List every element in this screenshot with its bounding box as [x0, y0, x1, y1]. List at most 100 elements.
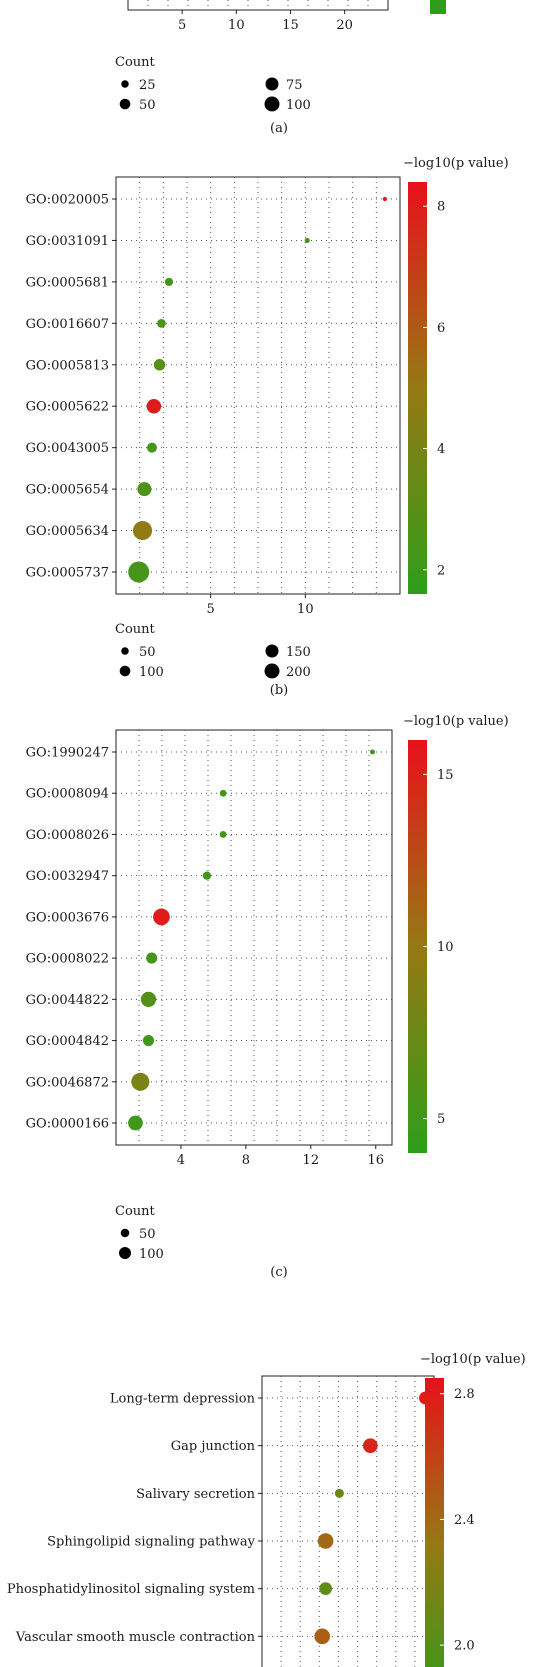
chart-panel-b: GO:0020005 GO:0031091 GO:0005681 GO:0016607…	[26, 156, 509, 698]
colorbar-tick-label: 6	[437, 321, 445, 336]
x-tick-label: 16	[367, 1153, 384, 1168]
chart-panel-c: GO:1990247 GO:0008094 GO:0008026 GO:0032947…	[26, 714, 509, 1280]
colorbar-tick-label: 2.4	[454, 1513, 475, 1528]
legend-size-marker	[265, 644, 279, 658]
y-tick-label: GO:0032947	[26, 869, 109, 884]
legend-entry-label: 50	[139, 1227, 156, 1242]
y-tick-label: GO:0008094	[26, 787, 109, 802]
data-point	[153, 359, 166, 371]
legend-size-marker	[121, 80, 129, 88]
data-point	[137, 482, 152, 497]
y-tick-label: Salivary secretion	[136, 1487, 256, 1502]
data-point	[219, 831, 227, 838]
data-point	[128, 1115, 143, 1131]
legend-size-marker	[119, 665, 131, 677]
data-point	[140, 991, 157, 1007]
y-tick-label: GO:0044822	[26, 993, 109, 1008]
y-tick-label: GO:1990247	[26, 746, 109, 761]
plot-frame	[115, 729, 393, 1146]
legend-size-marker	[264, 96, 280, 112]
legend-title: Count	[115, 55, 156, 70]
colorbar-title: −log10(p value)	[403, 714, 509, 729]
y-tick-label: GO:0000166	[26, 1117, 109, 1132]
legend-entry-label: 150	[286, 645, 311, 660]
y-tick-label: GO:0004842	[26, 1034, 109, 1049]
y-tick-label: GO:0031091	[26, 234, 109, 249]
data-point	[131, 1072, 150, 1091]
colorbar-tick-label: 10	[437, 940, 454, 955]
legend-size-marker	[121, 647, 129, 655]
panel-label: (b)	[270, 683, 288, 698]
y-tick-label: GO:0005622	[26, 400, 109, 415]
legend-title: Count	[115, 1204, 156, 1219]
legend-entry-label: 75	[286, 78, 303, 93]
y-tick-label: Vascular smooth muscle contraction	[15, 1630, 256, 1645]
legend-title: Count	[115, 622, 156, 637]
y-tick-label: GO:0003676	[26, 910, 109, 925]
y-tick-label: GO:0020005	[26, 193, 109, 208]
colorbar	[430, 0, 446, 14]
data-point	[304, 237, 310, 244]
y-tick-label: GO:0005813	[26, 358, 109, 373]
colorbar-tick-label: 5	[437, 1112, 445, 1127]
data-point	[128, 561, 150, 583]
data-point	[363, 1438, 378, 1454]
legend-entry-label: 100	[286, 98, 311, 113]
y-tick-label: Long-term depression	[110, 1392, 256, 1407]
data-point	[153, 908, 170, 926]
data-point	[146, 398, 162, 414]
legend-entry-label: 100	[139, 1247, 164, 1262]
y-tick-label: GO:0005654	[26, 483, 109, 498]
legend-entry-label: 50	[139, 98, 156, 113]
panel-label: (a)	[270, 121, 288, 136]
colorbar-tick-label: 2.0	[454, 1639, 475, 1654]
colorbar-tick-label: 8	[437, 200, 445, 215]
colorbar-tick-label: 15	[437, 768, 454, 783]
colorbar	[408, 182, 427, 594]
x-tick-label: 5	[207, 602, 215, 617]
panel-label: (c)	[270, 1265, 287, 1280]
colorbar	[408, 740, 427, 1153]
data-point	[319, 1582, 333, 1596]
plot-frame	[261, 1375, 435, 1667]
legend-entry-label: 100	[139, 665, 164, 680]
legend-entry-label: 25	[139, 78, 156, 93]
colorbar-tick-label: 4	[437, 442, 445, 457]
y-tick-label: GO:0008022	[26, 952, 109, 967]
data-point	[146, 442, 157, 453]
y-tick-label: GO:0043005	[26, 441, 109, 456]
x-tick-label: 4	[177, 1153, 185, 1168]
data-point	[157, 318, 166, 328]
y-tick-label: Sphingolipid signaling pathway	[47, 1535, 255, 1550]
data-point	[219, 789, 227, 797]
x-tick-label: 20	[336, 18, 353, 33]
data-point	[142, 1035, 155, 1047]
y-tick-label: Phosphatidylinositol signaling system	[7, 1582, 255, 1597]
data-point	[317, 1533, 334, 1549]
colorbar	[425, 1378, 444, 1667]
colorbar-tick-label: 2	[437, 563, 445, 578]
data-point	[370, 749, 376, 755]
data-point	[132, 521, 153, 541]
y-tick-label: GO:0005634	[26, 524, 109, 539]
chart-panel-a: 5 10 15 20 Count 25 50 75 100 (a)	[115, 0, 446, 136]
colorbar-tick-label: 2.8	[454, 1387, 475, 1402]
x-tick-label: 10	[297, 602, 314, 617]
colorbar-title: −log10(p value)	[420, 1352, 526, 1367]
data-point	[334, 1488, 344, 1498]
x-tick-label: 15	[282, 18, 299, 33]
data-point	[202, 871, 212, 880]
legend-entry-label: 200	[286, 665, 311, 680]
colorbar-title: −log10(p value)	[403, 156, 509, 171]
data-point	[382, 196, 387, 202]
plot-frame	[127, 0, 389, 11]
data-point	[314, 1628, 331, 1645]
x-tick-label: 8	[242, 1153, 250, 1168]
legend-entry-label: 50	[139, 645, 156, 660]
legend-size-marker	[265, 77, 279, 91]
y-tick-label: GO:0016607	[26, 317, 109, 332]
data-point	[164, 277, 174, 286]
y-tick-label: GO:0005737	[26, 566, 109, 581]
y-tick-label: GO:0005681	[26, 275, 109, 290]
legend-size-marker	[264, 663, 280, 679]
